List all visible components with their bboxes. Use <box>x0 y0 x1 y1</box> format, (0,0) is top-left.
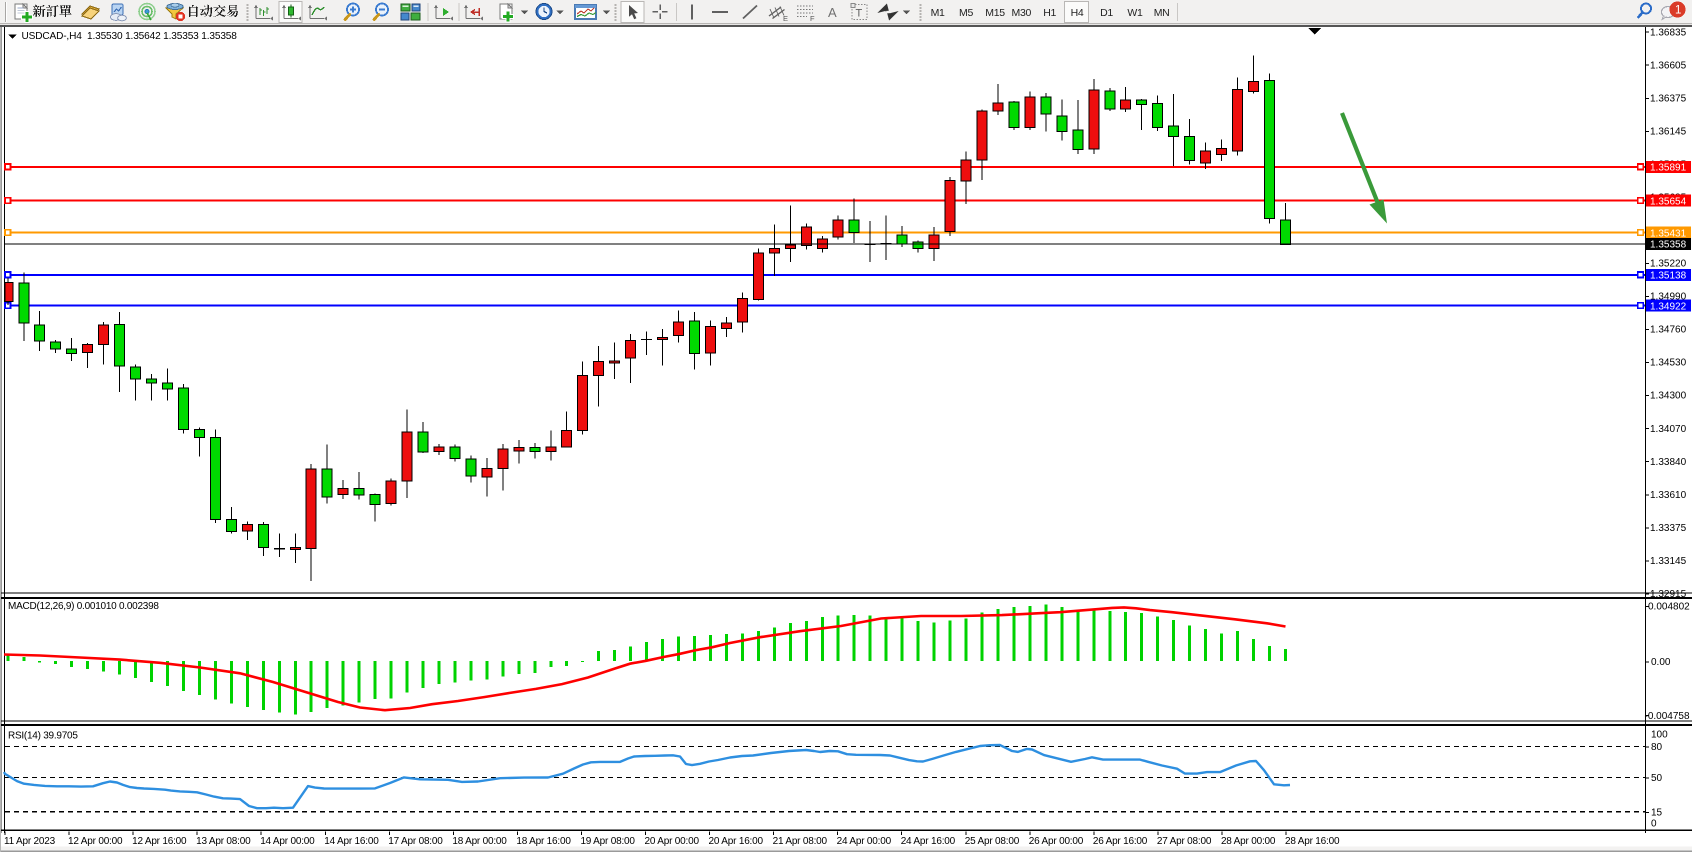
svg-text:12 Apr 00:00: 12 Apr 00:00 <box>68 836 123 847</box>
svg-text:100: 100 <box>1651 730 1668 741</box>
svg-text:E: E <box>783 14 788 23</box>
svg-text:T: T <box>856 8 863 20</box>
svg-text:H4: H4 <box>1071 7 1084 19</box>
svg-text:MN: MN <box>1154 7 1170 19</box>
svg-text:24 Apr 00:00: 24 Apr 00:00 <box>837 836 892 847</box>
svg-text:1.34760: 1.34760 <box>1650 325 1687 336</box>
svg-text:26 Apr 16:00: 26 Apr 16:00 <box>1093 836 1148 847</box>
svg-text:1.34990: 1.34990 <box>1650 292 1687 303</box>
svg-text:1.33145: 1.33145 <box>1650 556 1687 567</box>
svg-text:0.00: 0.00 <box>1651 657 1671 668</box>
svg-text:USDCAD-,H4 1.35530 1.35642 1.: USDCAD-,H4 1.35530 1.35642 1.35353 1.353… <box>22 31 238 42</box>
svg-text:M15: M15 <box>985 7 1005 19</box>
svg-text:20 Apr 16:00: 20 Apr 16:00 <box>709 836 764 847</box>
svg-text:28 Apr 16:00: 28 Apr 16:00 <box>1285 836 1340 847</box>
svg-text:MACD(12,26,9) 0.001010 0.00239: MACD(12,26,9) 0.001010 0.002398 <box>8 601 159 612</box>
svg-text:27 Apr 08:00: 27 Apr 08:00 <box>1157 836 1212 847</box>
svg-text:1.33375: 1.33375 <box>1650 523 1687 534</box>
svg-text:1.33840: 1.33840 <box>1650 457 1687 468</box>
svg-text:20 Apr 00:00: 20 Apr 00:00 <box>645 836 700 847</box>
svg-text:1.36605: 1.36605 <box>1650 60 1687 71</box>
svg-text:26 Apr 00:00: 26 Apr 00:00 <box>1029 836 1084 847</box>
svg-text:18 Apr 00:00: 18 Apr 00:00 <box>452 836 507 847</box>
svg-text:17 Apr 08:00: 17 Apr 08:00 <box>388 836 443 847</box>
svg-text:1.36145: 1.36145 <box>1650 126 1687 137</box>
svg-text:1.35654: 1.35654 <box>1650 196 1687 207</box>
svg-text:1.34070: 1.34070 <box>1650 424 1687 435</box>
svg-text:0: 0 <box>1651 819 1657 830</box>
svg-text:12 Apr 16:00: 12 Apr 16:00 <box>132 836 187 847</box>
svg-text:50: 50 <box>1651 773 1663 784</box>
svg-text:13 Apr 08:00: 13 Apr 08:00 <box>196 836 251 847</box>
svg-text:1.35431: 1.35431 <box>1650 228 1687 239</box>
svg-text:-0.004758: -0.004758 <box>1645 711 1690 722</box>
svg-text:1.35891: 1.35891 <box>1650 163 1687 174</box>
svg-text:15: 15 <box>1651 807 1663 818</box>
svg-text:14 Apr 00:00: 14 Apr 00:00 <box>260 836 315 847</box>
svg-text:11 Apr 2023: 11 Apr 2023 <box>4 836 56 847</box>
svg-text:19 Apr 08:00: 19 Apr 08:00 <box>580 836 635 847</box>
svg-text:0.004802: 0.004802 <box>1648 602 1690 613</box>
svg-text:18 Apr 16:00: 18 Apr 16:00 <box>516 836 571 847</box>
svg-text:14 Apr 16:00: 14 Apr 16:00 <box>324 836 379 847</box>
svg-text:1.33610: 1.33610 <box>1650 490 1687 501</box>
svg-text:1.34530: 1.34530 <box>1650 358 1687 369</box>
svg-text:D1: D1 <box>1100 7 1113 19</box>
svg-text:1.35358: 1.35358 <box>1650 240 1687 251</box>
svg-text:M30: M30 <box>1012 7 1032 19</box>
svg-text:1.32915: 1.32915 <box>1650 589 1687 600</box>
svg-text:1.34922: 1.34922 <box>1650 301 1687 312</box>
svg-text:1.34300: 1.34300 <box>1650 391 1687 402</box>
svg-text:H1: H1 <box>1043 7 1056 19</box>
svg-text:1.36835: 1.36835 <box>1650 27 1687 38</box>
svg-text:A: A <box>828 5 837 20</box>
svg-text:25 Apr 08:00: 25 Apr 08:00 <box>965 836 1020 847</box>
svg-text:RSI(14) 39.9705: RSI(14) 39.9705 <box>8 731 78 742</box>
svg-text:F: F <box>810 14 815 23</box>
svg-text:80: 80 <box>1651 742 1663 753</box>
svg-text:21 Apr 08:00: 21 Apr 08:00 <box>773 836 828 847</box>
svg-text:1: 1 <box>1675 5 1681 17</box>
svg-text:1.35138: 1.35138 <box>1650 271 1687 282</box>
svg-text:24 Apr 16:00: 24 Apr 16:00 <box>901 836 956 847</box>
svg-text:1.35220: 1.35220 <box>1650 259 1687 270</box>
svg-text:1.36375: 1.36375 <box>1650 93 1687 104</box>
svg-text:W1: W1 <box>1127 7 1143 19</box>
svg-text:M5: M5 <box>959 7 973 19</box>
svg-text:28 Apr 00:00: 28 Apr 00:00 <box>1221 836 1276 847</box>
svg-text:M1: M1 <box>931 7 945 19</box>
